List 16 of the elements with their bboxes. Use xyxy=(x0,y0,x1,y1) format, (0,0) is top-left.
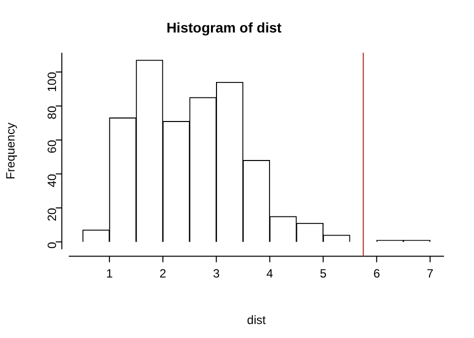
y-tick-label: 80 xyxy=(45,106,60,120)
x-tick-label: 1 xyxy=(106,266,114,281)
y-tick-label: 40 xyxy=(45,174,60,188)
x-axis-title: dist xyxy=(247,313,266,328)
y-axis-title: Frequency xyxy=(4,122,18,180)
chart-title: Histogram of dist xyxy=(166,19,282,36)
x-tick-label: 4 xyxy=(266,266,274,281)
y-tick-label: 60 xyxy=(45,140,60,154)
x-tick-label: 5 xyxy=(320,266,327,281)
x-tick-label: 7 xyxy=(426,266,434,281)
x-tick-label: 2 xyxy=(160,266,167,281)
y-tick-label: 100 xyxy=(45,72,60,92)
x-tick-label: 3 xyxy=(212,266,220,281)
x-tick-label: 6 xyxy=(373,266,380,281)
y-tick-label: 20 xyxy=(45,208,60,222)
y-tick-label: 0 xyxy=(45,242,60,249)
